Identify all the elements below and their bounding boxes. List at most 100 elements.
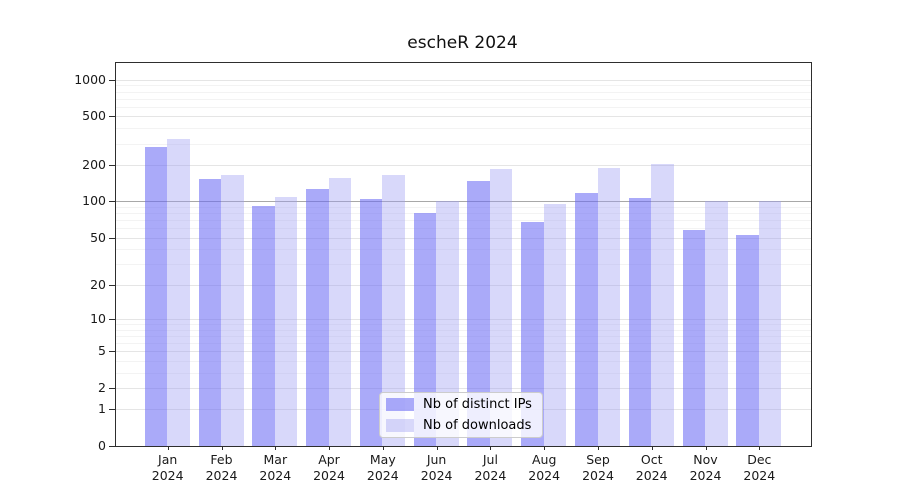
gridline-minor bbox=[116, 264, 811, 265]
bar-ips-jan bbox=[144, 147, 168, 446]
y-tick-mark bbox=[109, 79, 115, 81]
x-tick-mark bbox=[544, 446, 546, 450]
x-tick-month: Apr bbox=[318, 452, 340, 467]
bar-ips-may bbox=[359, 199, 383, 446]
x-tick-year: 2024 bbox=[474, 468, 507, 483]
legend-label-downloads: Nb of downloads bbox=[423, 418, 532, 433]
x-tick-label-aug: Aug 2024 bbox=[512, 452, 576, 484]
y-tick-mark bbox=[109, 237, 115, 239]
gridline-5 bbox=[116, 351, 811, 352]
bar-ips-nov bbox=[682, 229, 705, 446]
bar-ips-feb bbox=[198, 179, 221, 446]
x-tick-mark bbox=[275, 446, 277, 450]
y-tick-label-1: 1 bbox=[98, 401, 106, 417]
gridline-minor bbox=[116, 372, 811, 374]
gridline-minor bbox=[116, 220, 811, 221]
legend-item-downloads: Nb of downloads bbox=[386, 417, 542, 435]
x-tick-mark bbox=[329, 446, 330, 450]
gridline-minor bbox=[116, 143, 811, 145]
x-tick-mark bbox=[490, 446, 492, 450]
y-tick-label-20: 20 bbox=[90, 276, 106, 292]
y-tick-mark bbox=[109, 201, 115, 203]
bar-downloads-jul bbox=[489, 169, 513, 446]
x-tick-month: Jan bbox=[158, 452, 178, 467]
y-tick-mark bbox=[109, 446, 115, 447]
bar-downloads-nov bbox=[705, 201, 728, 446]
x-tick-label-apr: Apr 2024 bbox=[297, 452, 361, 484]
y-tick-mark bbox=[109, 164, 115, 166]
x-tick-mark bbox=[598, 446, 599, 450]
gridline-minor bbox=[116, 335, 811, 337]
gridline-minor bbox=[116, 360, 811, 362]
x-tick-mark bbox=[436, 446, 438, 450]
y-tick-label-1000: 1000 bbox=[74, 71, 106, 87]
y-tick-label-200: 200 bbox=[82, 156, 106, 172]
y-tick-label-0: 0 bbox=[98, 438, 106, 453]
legend-swatch-downloads bbox=[386, 419, 414, 432]
bar-ips-mar bbox=[252, 206, 275, 446]
x-tick-year: 2024 bbox=[689, 468, 722, 483]
x-tick-month: May bbox=[369, 452, 396, 467]
gridline-2 bbox=[116, 387, 811, 389]
x-tick-month: Feb bbox=[210, 452, 233, 467]
x-tick-year: 2024 bbox=[151, 468, 184, 483]
x-tick-mark bbox=[382, 446, 384, 450]
gridline-50 bbox=[116, 237, 811, 239]
gridline-minor bbox=[116, 91, 811, 93]
legend-item-distinct-ips: Nb of distinct IPs bbox=[386, 396, 542, 414]
gridline-minor bbox=[116, 329, 811, 331]
x-tick-month: Mar bbox=[263, 452, 288, 467]
bar-ips-jun bbox=[413, 213, 437, 446]
y-tick-mark bbox=[109, 284, 115, 286]
x-tick-month: Nov bbox=[693, 452, 718, 467]
x-tick-label-nov: Nov 2024 bbox=[674, 452, 738, 484]
gridline-100 bbox=[116, 201, 811, 203]
y-tick-label-50: 50 bbox=[90, 229, 106, 245]
bar-downloads-jan bbox=[167, 138, 190, 446]
x-tick-year: 2024 bbox=[420, 468, 453, 483]
bar-downloads-may bbox=[382, 174, 405, 446]
bar-downloads-jun bbox=[436, 200, 459, 446]
chart-title: escheR 2024 bbox=[407, 33, 518, 53]
gridline-minor bbox=[116, 206, 811, 208]
y-tick-label-100: 100 bbox=[82, 193, 106, 209]
x-tick-year: 2024 bbox=[205, 468, 238, 483]
bar-ips-dec bbox=[736, 234, 759, 446]
x-tick-label-jul: Jul 2024 bbox=[458, 452, 522, 484]
x-tick-label-jun: Jun 2024 bbox=[405, 452, 469, 484]
gridline-1000 bbox=[116, 79, 811, 81]
x-tick-month: Dec bbox=[747, 452, 772, 467]
gridline-minor bbox=[116, 323, 811, 325]
x-tick-label-dec: Dec 2024 bbox=[727, 452, 791, 484]
bar-ips-jul bbox=[467, 181, 490, 446]
y-tick-mark bbox=[109, 116, 115, 118]
bar-ips-sep bbox=[575, 192, 598, 446]
bar-ips-aug bbox=[521, 221, 544, 446]
x-tick-label-jan: Jan 2024 bbox=[136, 452, 200, 484]
gridline-20 bbox=[116, 284, 811, 286]
gridline-minor bbox=[116, 342, 811, 344]
x-tick-mark bbox=[221, 446, 223, 450]
y-tick-mark bbox=[109, 409, 115, 411]
x-tick-year: 2024 bbox=[366, 468, 399, 483]
y-tick-label-2: 2 bbox=[98, 379, 106, 395]
gridline-minor bbox=[116, 249, 811, 251]
x-tick-month: Aug bbox=[531, 452, 557, 467]
x-tick-mark bbox=[759, 446, 761, 450]
x-tick-year: 2024 bbox=[582, 468, 614, 483]
x-tick-year: 2024 bbox=[635, 468, 668, 483]
x-tick-year: 2024 bbox=[743, 468, 776, 483]
x-tick-month: Jun bbox=[426, 452, 447, 467]
bar-ips-apr bbox=[306, 188, 329, 446]
y-tick-label-10: 10 bbox=[90, 310, 106, 326]
gridline-200 bbox=[116, 164, 811, 166]
x-tick-year: 2024 bbox=[528, 468, 561, 483]
x-tick-year: 2024 bbox=[259, 468, 292, 483]
legend: Nb of distinct IPs Nb of downloads bbox=[379, 392, 543, 438]
bar-downloads-apr bbox=[328, 178, 351, 446]
gridline-10 bbox=[116, 318, 811, 320]
x-tick-year: 2024 bbox=[313, 468, 345, 483]
gridline-minor bbox=[116, 106, 811, 108]
x-tick-mark bbox=[651, 446, 653, 450]
